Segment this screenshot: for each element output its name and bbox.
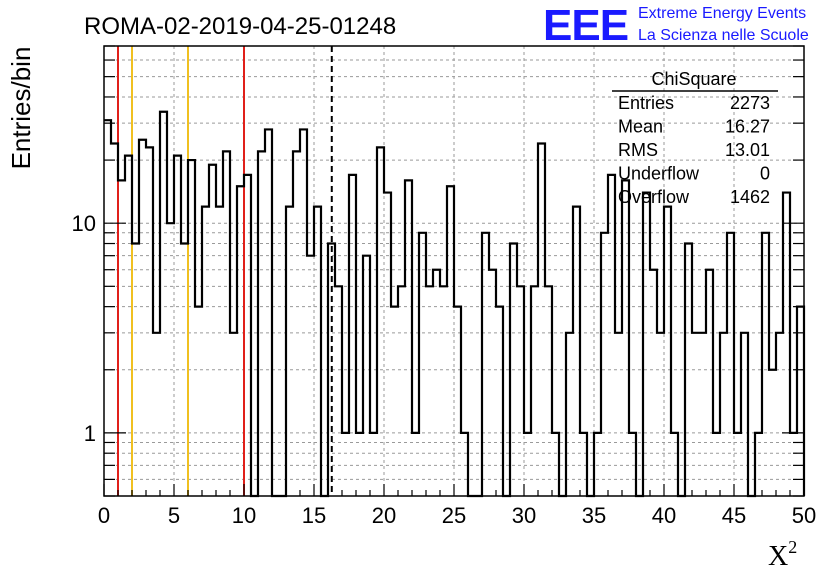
x-tick-label: 25 — [442, 503, 466, 528]
x-tick-label: 40 — [652, 503, 676, 528]
chart-title: ROMA-02-2019-04-25-01248 — [84, 13, 396, 40]
x-tick-label: 0 — [98, 503, 110, 528]
x-tick-label: 10 — [232, 503, 256, 528]
stats-label: RMS — [618, 140, 658, 160]
logo-line2: La Scienza nelle Scuole — [638, 27, 809, 44]
stats-title: ChiSquare — [651, 69, 736, 89]
logo: EEE Extreme Energy Events La Scienza nel… — [543, 1, 809, 50]
axis-ticks — [103, 45, 805, 497]
x-axis-label-main: X — [768, 541, 788, 572]
stats-value: 1462 — [730, 187, 770, 207]
stats-value: 0 — [760, 164, 770, 184]
x-tick-label: 30 — [512, 503, 536, 528]
stats-value: 16.27 — [725, 117, 770, 137]
stats-label: Mean — [618, 117, 663, 137]
y-tick-label: 10 — [72, 211, 96, 236]
marker-lines — [117, 46, 333, 496]
stats-label: Underflow — [618, 164, 700, 184]
x-tick-label: 15 — [302, 503, 326, 528]
stats-label: Overflow — [618, 187, 690, 207]
stats-label: Entries — [618, 93, 674, 113]
y-axis-label: Entries/bin — [6, 47, 36, 170]
y-tick-label: 1 — [84, 421, 96, 446]
x-tick-label: 50 — [792, 503, 816, 528]
x-tick-labels: 0 5 10 15 20 25 30 35 40 45 50 — [98, 503, 816, 528]
stats-box: ChiSquare Entries 2273 Mean 16.27 RMS 13.01 Un… — [612, 69, 778, 207]
x-tick-label: 35 — [582, 503, 606, 528]
x-tick-label: 20 — [372, 503, 396, 528]
stats-value: 13.01 — [725, 140, 770, 160]
y-tick-labels: 1 10 — [72, 211, 96, 446]
logo-eee: EEE — [543, 1, 628, 50]
histogram — [104, 110, 806, 498]
x-axis-label-sup: 2 — [788, 537, 797, 557]
x-axis-label: X2 — [768, 537, 797, 572]
stats-value: 2273 — [730, 93, 770, 113]
x-tick-label: 5 — [168, 503, 180, 528]
logo-line1: Extreme Energy Events — [638, 5, 806, 22]
x-tick-label: 45 — [722, 503, 746, 528]
